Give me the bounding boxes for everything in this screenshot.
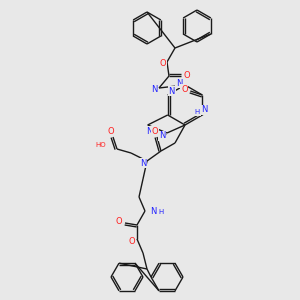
- Text: N: N: [169, 86, 175, 95]
- Text: O: O: [108, 127, 114, 136]
- Text: N: N: [150, 208, 156, 217]
- Text: H: H: [158, 209, 164, 215]
- Text: N: N: [140, 158, 146, 167]
- Text: N: N: [159, 131, 165, 140]
- Text: O: O: [152, 127, 158, 136]
- Text: O: O: [160, 59, 166, 68]
- Text: N: N: [201, 106, 208, 115]
- Text: O: O: [181, 85, 188, 94]
- Text: O: O: [116, 218, 122, 226]
- Text: N: N: [151, 85, 157, 94]
- Text: O: O: [129, 236, 135, 245]
- Text: O: O: [184, 71, 190, 80]
- Text: H: H: [195, 109, 200, 115]
- Text: HO: HO: [96, 142, 106, 148]
- Text: N: N: [176, 79, 182, 88]
- Text: N: N: [146, 127, 153, 136]
